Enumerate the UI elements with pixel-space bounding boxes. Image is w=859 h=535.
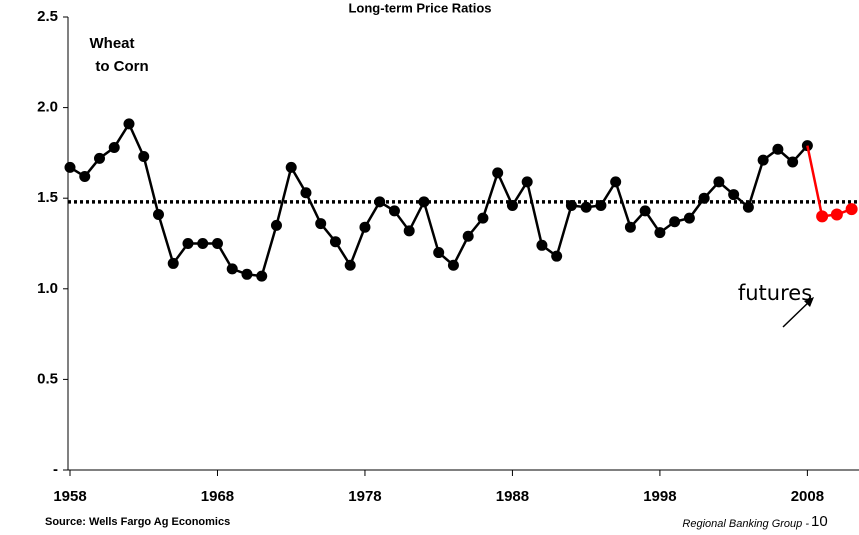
point xyxy=(226,263,238,275)
point xyxy=(728,189,740,201)
point xyxy=(344,259,356,271)
point xyxy=(300,187,312,199)
arrow-head xyxy=(804,297,814,307)
point xyxy=(565,199,577,211)
y-tick-label: 1.0 xyxy=(37,280,58,297)
x-tick-label: 1988 xyxy=(496,488,529,505)
point xyxy=(595,199,607,211)
point xyxy=(816,210,829,223)
point xyxy=(580,201,592,213)
point xyxy=(462,230,474,242)
point xyxy=(551,250,563,262)
point xyxy=(315,218,327,230)
y-tick-label: 2.5 xyxy=(37,8,58,25)
point xyxy=(698,192,710,204)
x-tick-label: 1998 xyxy=(643,488,676,505)
point xyxy=(374,196,386,208)
point xyxy=(845,203,858,216)
point xyxy=(167,257,179,269)
subtitle: to Corn xyxy=(95,58,148,75)
x-tick-label: 1958 xyxy=(53,488,86,505)
point xyxy=(477,212,489,224)
x-tick-label: 2008 xyxy=(791,488,824,505)
point xyxy=(256,270,268,282)
point xyxy=(447,259,459,271)
point xyxy=(639,205,651,217)
point xyxy=(285,161,297,173)
y-tick-label: - xyxy=(53,461,58,478)
point xyxy=(93,152,105,164)
point xyxy=(270,219,282,231)
point xyxy=(713,176,725,188)
point xyxy=(123,118,135,130)
point xyxy=(521,176,533,188)
point xyxy=(654,227,666,239)
point xyxy=(536,239,548,251)
subtitle: Wheat xyxy=(90,35,135,52)
chart-title: Long-term Price Ratios xyxy=(348,0,491,15)
point xyxy=(329,236,341,248)
point xyxy=(772,143,784,155)
y-tick-label: 2.0 xyxy=(37,99,58,116)
point xyxy=(418,196,430,208)
point xyxy=(757,154,769,166)
point xyxy=(182,238,194,249)
series-connector xyxy=(806,145,824,217)
point xyxy=(610,176,622,188)
point xyxy=(787,156,799,168)
y-tick-label: 1.5 xyxy=(37,189,58,206)
point xyxy=(506,199,518,211)
annotation: futures xyxy=(738,281,812,305)
x-tick-label: 1968 xyxy=(201,488,234,505)
point xyxy=(624,221,636,233)
point xyxy=(683,212,695,224)
x-tick-label: 1978 xyxy=(348,488,381,505)
point xyxy=(492,167,504,179)
page-number: 10 xyxy=(811,513,828,530)
point xyxy=(403,225,415,237)
point xyxy=(388,205,400,217)
point xyxy=(64,161,76,173)
y-tick-label: 0.5 xyxy=(37,370,58,387)
point xyxy=(433,247,445,259)
point xyxy=(241,268,253,280)
point xyxy=(669,216,681,228)
point xyxy=(211,238,223,249)
source: Source: Wells Fargo Ag Economics xyxy=(45,516,230,528)
footer: Regional Banking Group - xyxy=(682,518,809,530)
point xyxy=(742,201,754,213)
point xyxy=(138,151,150,163)
point xyxy=(79,170,91,182)
point xyxy=(108,141,120,153)
point xyxy=(152,209,164,221)
point xyxy=(197,238,209,249)
point xyxy=(830,208,843,221)
point xyxy=(359,221,371,233)
